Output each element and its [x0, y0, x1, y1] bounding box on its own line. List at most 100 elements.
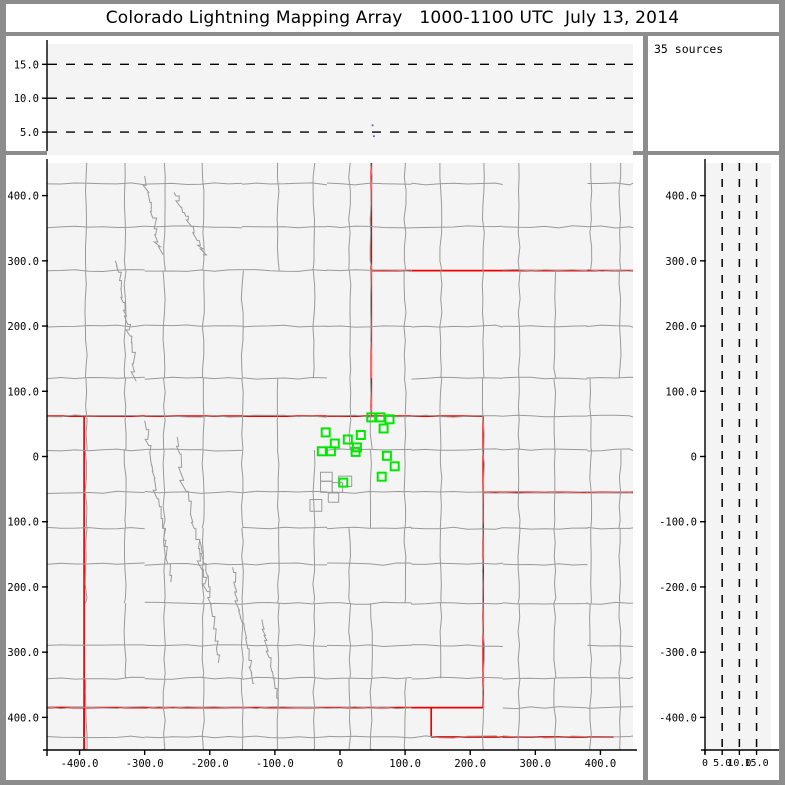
county-boundary: [590, 528, 592, 604]
county-boundary: [123, 603, 127, 679]
county-boundary: [242, 644, 328, 648]
county-boundary: [240, 678, 244, 750]
county-boundary: [411, 324, 503, 328]
county-boundary: [502, 491, 588, 494]
tick-label: -100.0: [6, 517, 39, 529]
county-boundary: [587, 448, 633, 452]
county-boundary: [47, 490, 145, 494]
county-boundary: [411, 676, 503, 680]
county-boundary: [309, 499, 323, 512]
county-boundary: [326, 269, 413, 272]
title-bar: Colorado Lightning Mapping Array 1000-11…: [6, 4, 779, 32]
county-boundary: [84, 678, 88, 750]
county-boundary: [144, 414, 243, 418]
county-boundary: [312, 603, 316, 679]
county-boundary: [144, 601, 243, 605]
source-marker: [316, 446, 327, 457]
county-boundary: [144, 448, 243, 452]
county-boundary: [240, 270, 244, 379]
county-boundary: [276, 678, 280, 750]
source-marker: [342, 434, 353, 445]
county-boundary: [403, 270, 407, 379]
county-boundary: [326, 676, 412, 680]
county-boundary: [232, 567, 255, 684]
county-boundary: [47, 182, 145, 186]
county-boundary: [242, 324, 328, 328]
tick-label: 5.0: [20, 127, 39, 139]
county-boundary: [326, 735, 412, 739]
tick-label: 0: [337, 758, 343, 770]
county-boundary: [242, 735, 328, 739]
county-boundary: [517, 528, 521, 604]
county-boundary: [369, 449, 372, 529]
county-boundary: [240, 603, 244, 679]
right-plot-area: [705, 163, 771, 750]
county-boundary: [163, 528, 166, 604]
county-boundary: [84, 528, 88, 604]
tick-label: 0: [702, 758, 708, 769]
tick-label: 5.0: [713, 758, 731, 769]
county-boundary: [370, 603, 373, 679]
page-title: Colorado Lightning Mapping Array 1000-11…: [105, 8, 680, 28]
county-boundary: [553, 449, 556, 529]
county-boundary: [348, 378, 352, 451]
county-boundary: [173, 192, 208, 256]
county-boundary: [587, 735, 633, 738]
right-plot-overlay: 400.0 300.0 200.0 100.0 0 -100.0 -200.0 -300.0 -…: [659, 159, 779, 769]
county-boundary: [242, 414, 328, 418]
county-boundary: [312, 449, 316, 529]
county-boundary: [47, 526, 145, 530]
county-boundary: [312, 270, 316, 379]
tick-label: 300.0: [520, 758, 552, 770]
tick-label: -400.0: [6, 712, 39, 724]
county-boundary: [47, 269, 145, 273]
county-boundary: [242, 601, 328, 605]
county-boundary: [502, 563, 588, 566]
county-boundary: [242, 376, 328, 380]
tick-label: -300.0: [6, 647, 39, 659]
altitude-vs-east-west-panel: 15.010.05.00-400.0-300.0-200.0-100.00100…: [6, 36, 643, 166]
tick-label: 400.0: [585, 758, 617, 770]
county-boundary: [481, 678, 485, 750]
county-boundary: [517, 603, 521, 679]
county-boundary: [144, 182, 243, 186]
county-boundary: [502, 225, 588, 229]
county-boundary: [123, 378, 127, 451]
county-boundary: [369, 678, 373, 750]
county-boundary: [47, 448, 145, 452]
county-boundary: [199, 541, 221, 664]
county-boundary: [144, 706, 243, 710]
county-boundary: [326, 225, 412, 229]
county-boundary: [502, 527, 588, 530]
tick-label: 300.0: [7, 256, 39, 268]
county-boundary: [144, 490, 243, 494]
county-boundary: [242, 676, 328, 680]
source-marker: [384, 414, 395, 425]
county-boundary: [403, 528, 407, 604]
county-boundary: [326, 644, 412, 648]
county-boundary: [403, 163, 407, 271]
county-boundary: [481, 449, 485, 529]
county-boundary: [261, 619, 280, 708]
county-boundary: [587, 269, 633, 272]
county-boundary: [144, 735, 243, 739]
county-boundary: [326, 182, 413, 186]
county-boundary: [320, 471, 333, 482]
county-boundary: [517, 270, 521, 379]
tick-label: -200.0: [659, 582, 697, 594]
tick-label: -400.0: [61, 758, 99, 770]
county-boundary: [411, 490, 503, 494]
county-boundary: [326, 325, 412, 328]
county-boundary: [348, 528, 352, 604]
tick-label: 15.0: [745, 758, 769, 769]
county-boundary: [142, 175, 164, 255]
county-boundary: [439, 270, 443, 379]
county-boundary: [411, 526, 503, 530]
tick-label: 0: [33, 452, 39, 464]
county-boundary: [47, 644, 145, 646]
tick-label: -300.0: [659, 647, 697, 659]
county-boundary: [587, 324, 633, 328]
county-boundary: [84, 270, 88, 379]
tick-label: 100.0: [7, 386, 39, 398]
county-boundary: [517, 378, 520, 451]
